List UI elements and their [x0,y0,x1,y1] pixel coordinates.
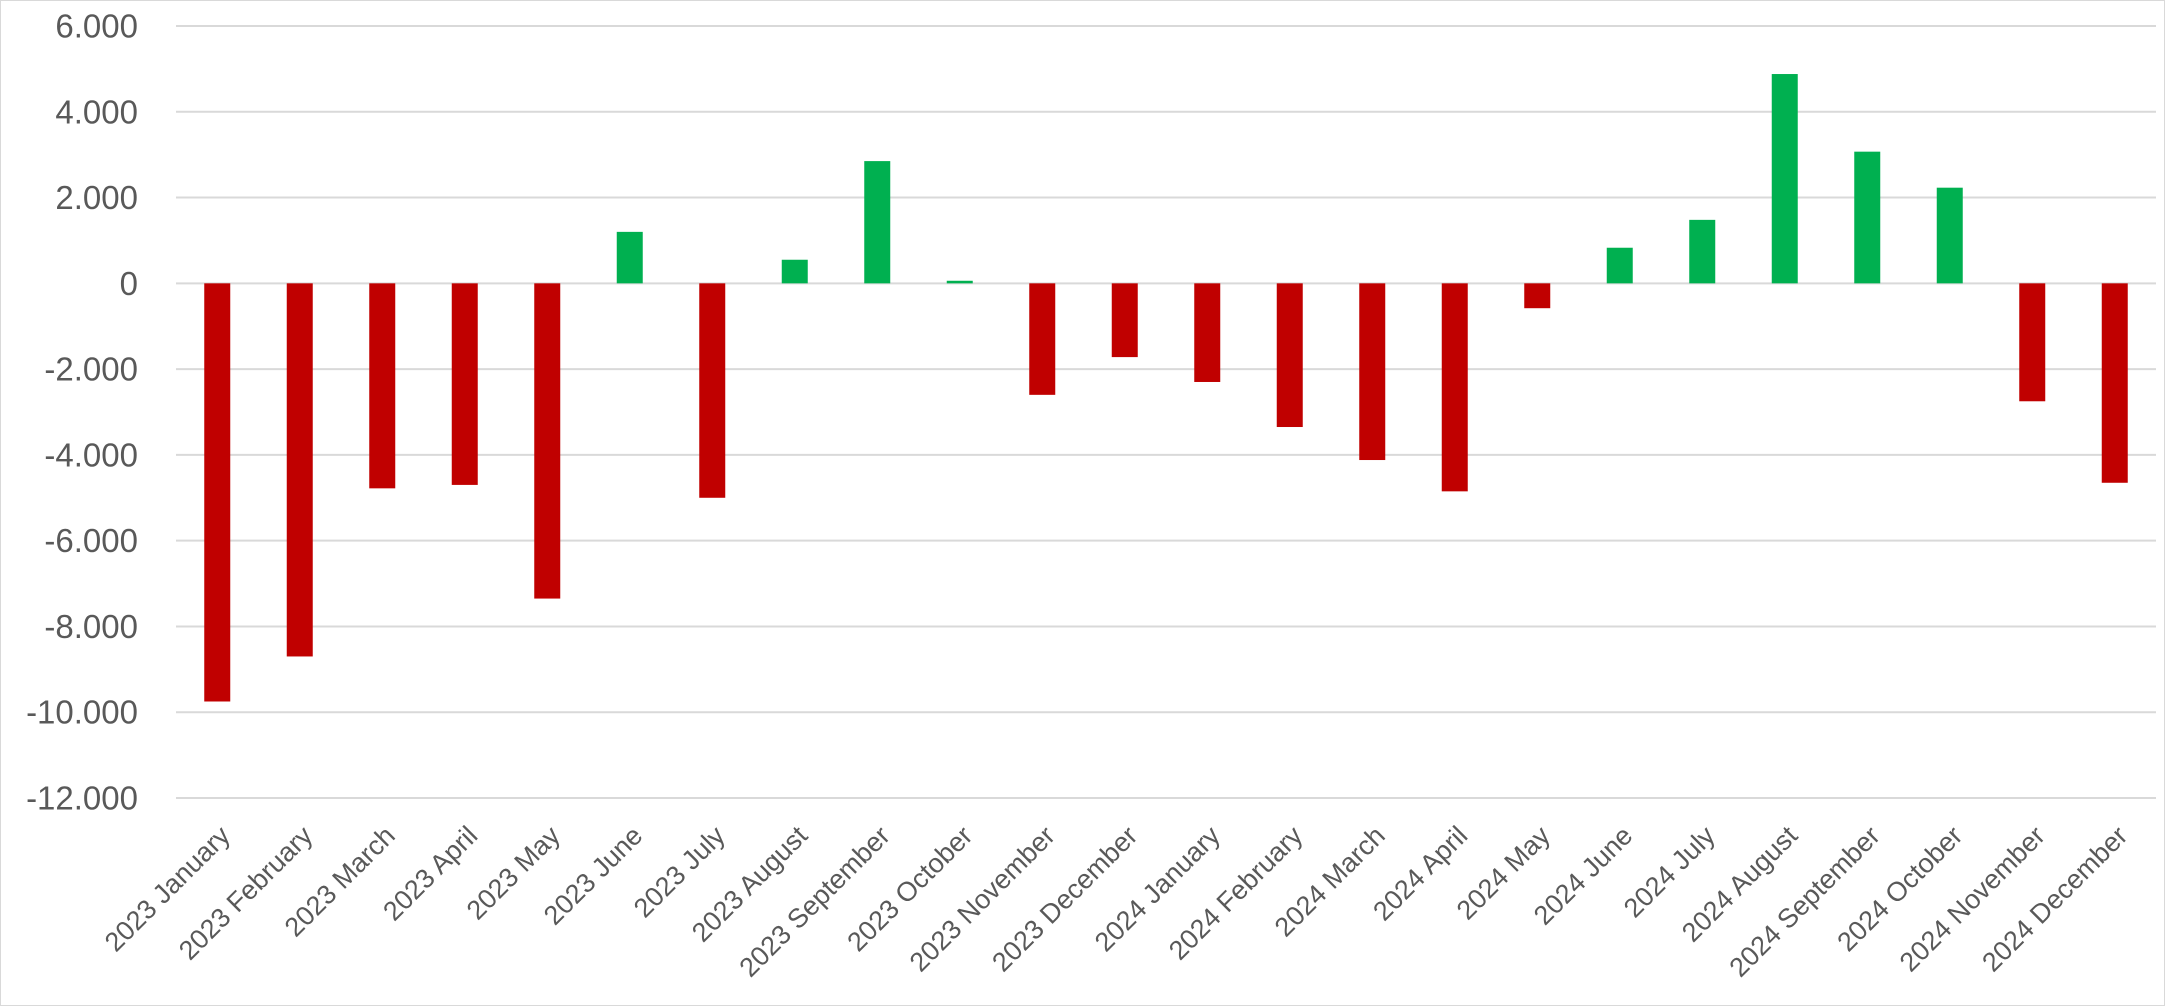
y-tick-label: 4.000 [55,93,138,130]
x-category-label: 2023 September [733,820,895,982]
bar [2101,283,2128,483]
bar [1854,151,1881,284]
bar [616,231,643,284]
x-category-label: 2024 September [1723,820,1885,982]
x-category-label: 2023 November [904,820,1061,977]
bar [1111,283,1138,358]
bar [946,280,973,284]
bar [2019,283,2046,402]
y-tick-label: -10.000 [26,694,138,731]
y-tick-label: -12.000 [26,780,138,817]
y-tick-label: 2.000 [55,179,138,216]
bar [1029,283,1056,395]
y-axis-tick-labels: 6.000 4.000 2.000 0 -2.000 -4.000 -6.000 -8.000… [26,8,138,817]
gridlines [176,25,2156,799]
bar [1276,283,1303,428]
bars [204,74,2128,702]
bar [1359,283,1386,461]
x-category-label: 2023 December [986,820,1143,977]
bar [1936,187,1963,284]
bar [204,283,231,702]
y-tick-label: -4.000 [44,436,138,473]
bar [781,259,808,284]
bar [286,283,313,657]
bar [534,283,561,599]
bar [451,283,478,485]
bar [1524,283,1551,309]
y-tick-label: 6.000 [55,8,138,45]
bar [864,161,891,284]
y-tick-label: -6.000 [44,522,138,559]
bar [1194,283,1221,382]
bar [1771,74,1798,284]
bar [369,283,396,489]
y-tick-label: 0 [120,265,138,302]
x-category-label: 2024 November [1894,820,2051,977]
x-category-label: 2024 December [1976,820,2133,977]
bar [699,283,726,498]
bar [1689,219,1716,284]
bar [1606,247,1633,284]
bar [1441,283,1468,492]
y-tick-label: -8.000 [44,608,138,645]
y-tick-label: -2.000 [44,351,138,388]
